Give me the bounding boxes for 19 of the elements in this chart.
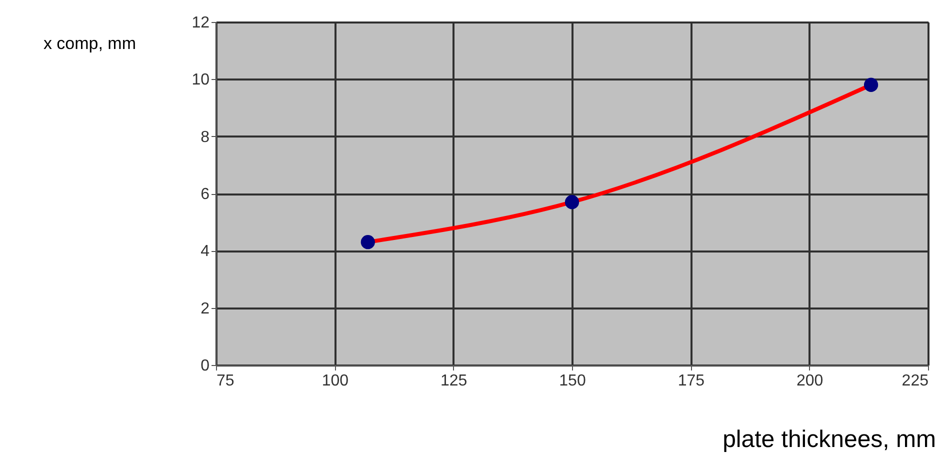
x-tick-label: 225: [902, 372, 929, 390]
x-tick-label: 125: [440, 372, 468, 390]
y-tick-label: 10: [192, 72, 210, 89]
y-tick-label: 4: [200, 243, 210, 260]
y-axis-title: x comp, mm: [43, 34, 136, 53]
point: [360, 235, 375, 250]
y-tick-label: 6: [200, 186, 210, 203]
y-tick-label: 12: [192, 14, 210, 32]
x-axis-title: plate thicknees, mm: [722, 426, 936, 453]
point: [864, 78, 878, 92]
x-tick-label: 200: [796, 372, 824, 390]
x-tick-label: 100: [322, 372, 349, 390]
y-tick-label: 8: [200, 128, 210, 146]
x-tick-label: 75: [216, 372, 234, 390]
x-tick-label: 175: [678, 372, 705, 390]
y-tick-label: 0: [200, 358, 210, 374]
x-tick-label: 150: [559, 372, 586, 390]
y-tick-label: 2: [200, 300, 210, 318]
point: [564, 195, 580, 210]
